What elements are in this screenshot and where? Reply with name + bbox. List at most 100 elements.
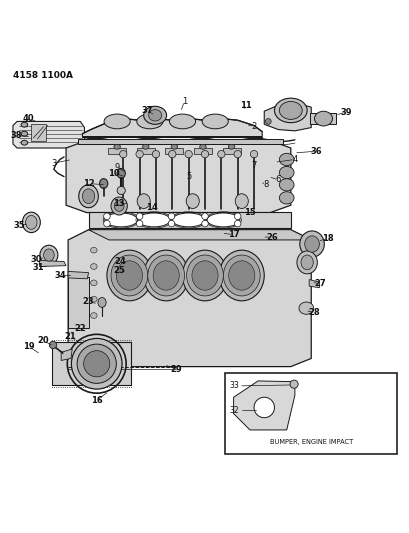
Ellipse shape — [148, 110, 161, 121]
Polygon shape — [13, 122, 84, 148]
Ellipse shape — [172, 213, 204, 227]
Text: 29: 29 — [170, 365, 182, 374]
Ellipse shape — [22, 212, 40, 232]
Ellipse shape — [90, 264, 97, 269]
Ellipse shape — [279, 101, 301, 119]
Ellipse shape — [168, 220, 174, 227]
Text: 3: 3 — [51, 159, 56, 167]
Ellipse shape — [274, 98, 306, 123]
Ellipse shape — [104, 114, 130, 129]
Polygon shape — [137, 148, 154, 154]
Text: 18: 18 — [321, 234, 333, 243]
Polygon shape — [52, 342, 131, 385]
Ellipse shape — [250, 150, 257, 158]
Ellipse shape — [79, 185, 98, 208]
Text: BUMPER, ENGINE IMPACT: BUMPER, ENGINE IMPACT — [269, 440, 352, 446]
Ellipse shape — [304, 236, 319, 252]
Text: 34: 34 — [54, 271, 65, 280]
Ellipse shape — [98, 297, 106, 308]
Ellipse shape — [83, 351, 110, 377]
Ellipse shape — [299, 231, 324, 257]
Polygon shape — [82, 118, 262, 136]
Text: 35: 35 — [13, 221, 25, 230]
Text: 28: 28 — [308, 308, 319, 317]
Bar — [88, 212, 290, 228]
Text: 1: 1 — [182, 96, 187, 106]
Polygon shape — [193, 148, 211, 154]
Ellipse shape — [77, 344, 116, 383]
Ellipse shape — [279, 154, 293, 166]
Text: 15: 15 — [243, 208, 255, 217]
Ellipse shape — [103, 220, 110, 227]
Ellipse shape — [217, 150, 225, 158]
Text: 23: 23 — [83, 297, 94, 306]
Text: 30: 30 — [31, 255, 42, 264]
Text: 5: 5 — [186, 172, 191, 181]
Text: 22: 22 — [74, 324, 86, 333]
Text: 39: 39 — [339, 108, 351, 117]
Ellipse shape — [103, 213, 110, 220]
Ellipse shape — [90, 247, 97, 253]
Ellipse shape — [90, 280, 97, 286]
Ellipse shape — [153, 261, 179, 290]
Ellipse shape — [254, 397, 274, 418]
Ellipse shape — [300, 255, 312, 270]
Ellipse shape — [142, 144, 148, 149]
Ellipse shape — [314, 111, 332, 126]
Text: 40: 40 — [22, 114, 34, 123]
Ellipse shape — [144, 106, 166, 124]
Text: 9: 9 — [114, 163, 119, 172]
Ellipse shape — [49, 341, 56, 349]
Ellipse shape — [90, 296, 97, 302]
Ellipse shape — [107, 250, 151, 301]
Ellipse shape — [234, 213, 240, 220]
Text: 7: 7 — [251, 160, 256, 169]
Ellipse shape — [171, 144, 177, 149]
Ellipse shape — [21, 122, 27, 127]
Ellipse shape — [117, 187, 125, 195]
Ellipse shape — [279, 166, 293, 179]
Ellipse shape — [235, 194, 248, 208]
Text: 6: 6 — [275, 175, 281, 184]
Text: 14: 14 — [146, 203, 157, 212]
Polygon shape — [222, 148, 240, 154]
Ellipse shape — [21, 131, 27, 136]
Polygon shape — [310, 114, 335, 124]
Ellipse shape — [136, 213, 143, 220]
Polygon shape — [108, 148, 126, 154]
Polygon shape — [233, 381, 294, 430]
Ellipse shape — [117, 168, 125, 178]
Text: 38: 38 — [11, 131, 22, 140]
Polygon shape — [68, 277, 88, 328]
Ellipse shape — [152, 150, 159, 158]
Ellipse shape — [169, 114, 195, 129]
Ellipse shape — [114, 201, 124, 212]
Text: 11: 11 — [239, 101, 251, 110]
Text: 19: 19 — [22, 342, 34, 351]
Ellipse shape — [296, 251, 317, 274]
Text: 25: 25 — [113, 266, 125, 275]
Ellipse shape — [223, 255, 260, 296]
Text: 26: 26 — [266, 232, 278, 241]
Ellipse shape — [111, 197, 127, 215]
Text: 17: 17 — [227, 230, 239, 239]
Ellipse shape — [82, 189, 94, 204]
Ellipse shape — [199, 144, 206, 149]
Polygon shape — [31, 124, 45, 141]
Ellipse shape — [137, 213, 170, 227]
Text: 27: 27 — [314, 279, 325, 288]
Ellipse shape — [116, 261, 142, 290]
Ellipse shape — [219, 250, 264, 301]
Ellipse shape — [265, 118, 270, 124]
Ellipse shape — [228, 144, 234, 149]
Ellipse shape — [191, 261, 218, 290]
Ellipse shape — [105, 213, 137, 227]
Ellipse shape — [43, 249, 54, 261]
Polygon shape — [165, 148, 183, 154]
Polygon shape — [66, 141, 290, 213]
Ellipse shape — [298, 302, 313, 314]
Text: 32: 32 — [229, 406, 238, 415]
Bar — [78, 139, 282, 144]
Text: 8: 8 — [263, 180, 268, 189]
Ellipse shape — [202, 114, 228, 129]
